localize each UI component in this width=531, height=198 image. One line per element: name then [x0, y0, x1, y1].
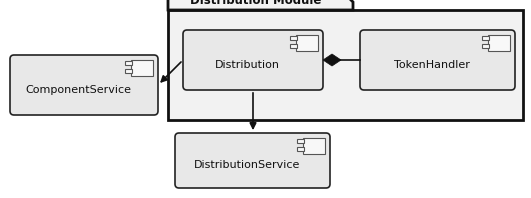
Polygon shape [323, 54, 341, 66]
Bar [297, 147, 304, 151]
Bar [303, 138, 325, 154]
Bar [125, 61, 132, 65]
Bar [482, 44, 489, 48]
Text: Distribution: Distribution [215, 60, 280, 70]
Bar [296, 35, 318, 51]
Bar [125, 69, 132, 73]
Text: TokenHandler: TokenHandler [394, 60, 470, 70]
Text: DistributionService: DistributionService [194, 161, 300, 170]
FancyBboxPatch shape [183, 30, 323, 90]
Bar [482, 36, 489, 40]
FancyBboxPatch shape [175, 133, 330, 188]
Bar [297, 139, 304, 143]
Text: Distribution Module: Distribution Module [190, 0, 321, 7]
FancyBboxPatch shape [360, 30, 515, 90]
Bar [290, 36, 297, 40]
Bar [290, 44, 297, 48]
Polygon shape [168, 0, 353, 10]
Bar [168, 10, 523, 120]
FancyBboxPatch shape [10, 55, 158, 115]
Text: ComponentService: ComponentService [25, 85, 132, 95]
Bar [488, 35, 510, 51]
Bar [131, 60, 153, 76]
